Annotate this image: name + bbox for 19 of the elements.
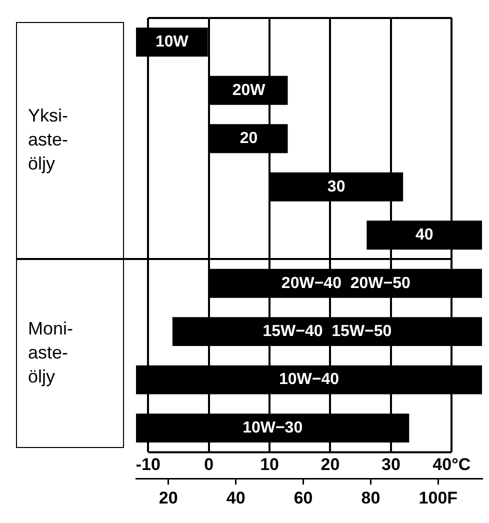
y-tick-label: 20W bbox=[232, 82, 266, 99]
x2-tick-label: 60 bbox=[294, 488, 313, 508]
y-tick-label: 10W bbox=[155, 34, 190, 51]
x-tick-label: -10 bbox=[136, 455, 160, 474]
x2-tick-label: 20 bbox=[158, 488, 178, 508]
y-tick-label: 20W−40 20W−50 bbox=[281, 274, 411, 292]
y-tick-label: 10W−30 bbox=[242, 419, 303, 436]
y-tick-label: 20 bbox=[240, 130, 258, 148]
text: Yksi- aste- öljy bbox=[28, 106, 68, 174]
x-tick-label: 40°C bbox=[432, 455, 471, 474]
x2-tick-label: 40 bbox=[226, 488, 246, 508]
text: Moni- aste- öljy bbox=[28, 318, 74, 387]
y-tick-label: 30 bbox=[327, 178, 346, 196]
x-tick-label: 0 bbox=[204, 455, 214, 474]
x-tick-label: 10 bbox=[260, 455, 280, 474]
y-tick-label: 10W−40 bbox=[278, 371, 340, 388]
x2-tick-label: 80 bbox=[361, 488, 380, 508]
y-tick-label: 15W−40 15W−50 bbox=[262, 322, 392, 340]
x2-tick-label: 100F bbox=[418, 488, 458, 508]
